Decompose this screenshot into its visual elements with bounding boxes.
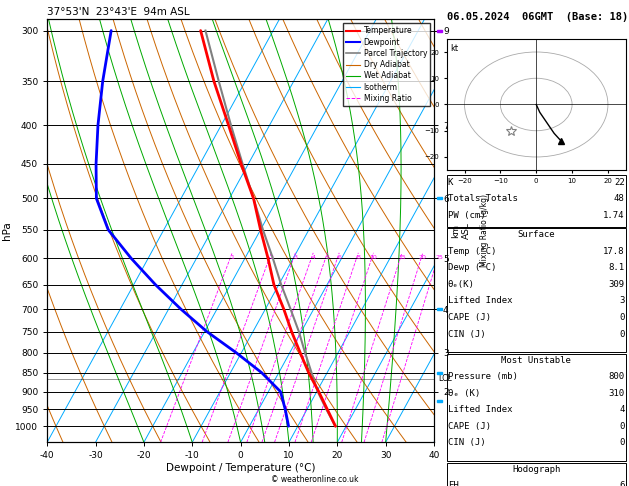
Text: 25: 25 bbox=[435, 255, 443, 260]
Y-axis label: km
ASL: km ASL bbox=[452, 223, 471, 239]
Text: EH: EH bbox=[448, 481, 459, 486]
Text: Mixing Ratio (g/kg): Mixing Ratio (g/kg) bbox=[480, 194, 489, 267]
Text: 0: 0 bbox=[619, 313, 625, 322]
Text: 1: 1 bbox=[230, 255, 234, 260]
Text: 10: 10 bbox=[370, 255, 377, 260]
Text: 0: 0 bbox=[619, 438, 625, 448]
Text: Temp (°C): Temp (°C) bbox=[448, 247, 496, 256]
Text: 3: 3 bbox=[294, 255, 298, 260]
Text: CAPE (J): CAPE (J) bbox=[448, 313, 491, 322]
Text: K: K bbox=[448, 178, 454, 187]
Text: Dewp (°C): Dewp (°C) bbox=[448, 263, 496, 273]
Legend: Temperature, Dewpoint, Parcel Trajectory, Dry Adiabat, Wet Adiabat, Isotherm, Mi: Temperature, Dewpoint, Parcel Trajectory… bbox=[343, 23, 430, 106]
Text: 6: 6 bbox=[337, 255, 341, 260]
Text: 37°53'N  23°43'E  94m ASL: 37°53'N 23°43'E 94m ASL bbox=[47, 7, 190, 17]
Text: 4: 4 bbox=[619, 405, 625, 415]
Text: 17.8: 17.8 bbox=[603, 247, 625, 256]
Text: 1.74: 1.74 bbox=[603, 211, 625, 220]
Text: Surface: Surface bbox=[518, 230, 555, 240]
Text: © weatheronline.co.uk: © weatheronline.co.uk bbox=[270, 474, 359, 484]
Text: Lifted Index: Lifted Index bbox=[448, 296, 513, 306]
Text: 8.1: 8.1 bbox=[608, 263, 625, 273]
Text: CIN (J): CIN (J) bbox=[448, 438, 486, 448]
Text: Totals Totals: Totals Totals bbox=[448, 194, 518, 204]
Text: 8: 8 bbox=[357, 255, 360, 260]
Text: 06.05.2024  06GMT  (Base: 18): 06.05.2024 06GMT (Base: 18) bbox=[447, 12, 628, 22]
Text: Most Unstable: Most Unstable bbox=[501, 356, 571, 365]
Text: 3: 3 bbox=[619, 296, 625, 306]
Text: 5: 5 bbox=[325, 255, 330, 260]
Text: 2: 2 bbox=[269, 255, 273, 260]
Text: CIN (J): CIN (J) bbox=[448, 330, 486, 339]
Text: CAPE (J): CAPE (J) bbox=[448, 422, 491, 431]
Text: 15: 15 bbox=[398, 255, 406, 260]
Text: kt: kt bbox=[450, 44, 459, 53]
Text: 309: 309 bbox=[608, 280, 625, 289]
Text: Pressure (mb): Pressure (mb) bbox=[448, 372, 518, 382]
Y-axis label: hPa: hPa bbox=[3, 222, 13, 240]
Text: 4: 4 bbox=[311, 255, 315, 260]
X-axis label: Dewpoint / Temperature (°C): Dewpoint / Temperature (°C) bbox=[166, 463, 315, 473]
Text: PW (cm): PW (cm) bbox=[448, 211, 486, 220]
Text: θₑ(K): θₑ(K) bbox=[448, 280, 475, 289]
Text: 800: 800 bbox=[608, 372, 625, 382]
Text: 0: 0 bbox=[619, 330, 625, 339]
Text: 310: 310 bbox=[608, 389, 625, 398]
Text: Lifted Index: Lifted Index bbox=[448, 405, 513, 415]
Text: LCL: LCL bbox=[438, 374, 452, 383]
Text: θₑ (K): θₑ (K) bbox=[448, 389, 480, 398]
Text: 6: 6 bbox=[619, 481, 625, 486]
Text: 22: 22 bbox=[614, 178, 625, 187]
Text: 20: 20 bbox=[419, 255, 426, 260]
Text: 0: 0 bbox=[619, 422, 625, 431]
Text: Hodograph: Hodograph bbox=[512, 465, 560, 474]
Text: 48: 48 bbox=[614, 194, 625, 204]
